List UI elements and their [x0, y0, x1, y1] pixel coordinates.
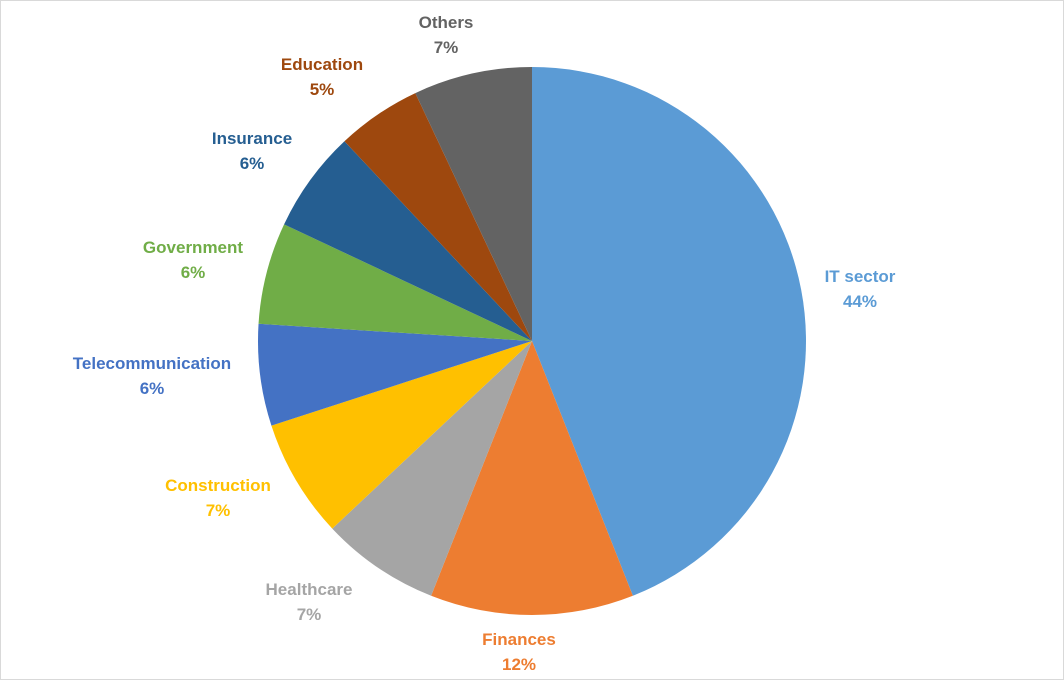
slice-label-finances: Finances 12% — [482, 630, 556, 674]
pie-slices — [258, 67, 807, 615]
slice-label-it-sector: IT sector 44% — [825, 267, 896, 311]
slice-percent-insurance: 6% — [240, 154, 265, 173]
pie-slice-healthcare — [332, 341, 532, 596]
slice-percent-telecommunication: 6% — [140, 379, 165, 398]
slice-percent-it-sector: 44% — [843, 292, 877, 311]
pie-slice-finances — [431, 341, 633, 615]
slice-percent-others: 7% — [434, 38, 459, 57]
slice-category-finances: Finances — [482, 630, 556, 649]
pie-labels: IT sector 44%Finances 12%Healthcare 7%Const… — [73, 13, 896, 674]
pie-slice-government — [258, 224, 532, 341]
slice-category-telecommunication: Telecommunication — [73, 354, 231, 373]
pie-slice-education — [344, 93, 532, 341]
slice-label-healthcare: Healthcare 7% — [266, 580, 353, 624]
pie-slice-insurance — [284, 141, 532, 341]
pie-slice-others — [415, 67, 532, 341]
slice-category-it-sector: IT sector — [825, 267, 896, 286]
slice-category-healthcare: Healthcare — [266, 580, 353, 599]
slice-percent-finances: 12% — [502, 655, 536, 674]
slice-label-government: Government 6% — [143, 238, 243, 282]
slice-percent-healthcare: 7% — [297, 605, 322, 624]
slice-label-telecommunication: Telecommunication 6% — [73, 354, 231, 398]
slice-category-insurance: Insurance — [212, 129, 292, 148]
slice-category-education: Education — [281, 55, 363, 74]
slice-category-others: Others — [419, 13, 474, 32]
slice-percent-education: 5% — [310, 80, 335, 99]
pie-slice-it-sector — [532, 67, 807, 596]
slice-label-education: Education 5% — [281, 55, 363, 99]
slice-label-others: Others 7% — [419, 13, 474, 57]
slice-percent-construction: 7% — [206, 501, 231, 520]
pie-slice-telecommunication — [258, 323, 532, 426]
slice-percent-government: 6% — [181, 263, 206, 282]
slice-label-construction: Construction 7% — [165, 476, 271, 520]
slice-category-construction: Construction — [165, 476, 271, 495]
slice-label-insurance: Insurance 6% — [212, 129, 292, 173]
slice-category-government: Government — [143, 238, 243, 257]
pie-slice-construction — [271, 341, 532, 529]
